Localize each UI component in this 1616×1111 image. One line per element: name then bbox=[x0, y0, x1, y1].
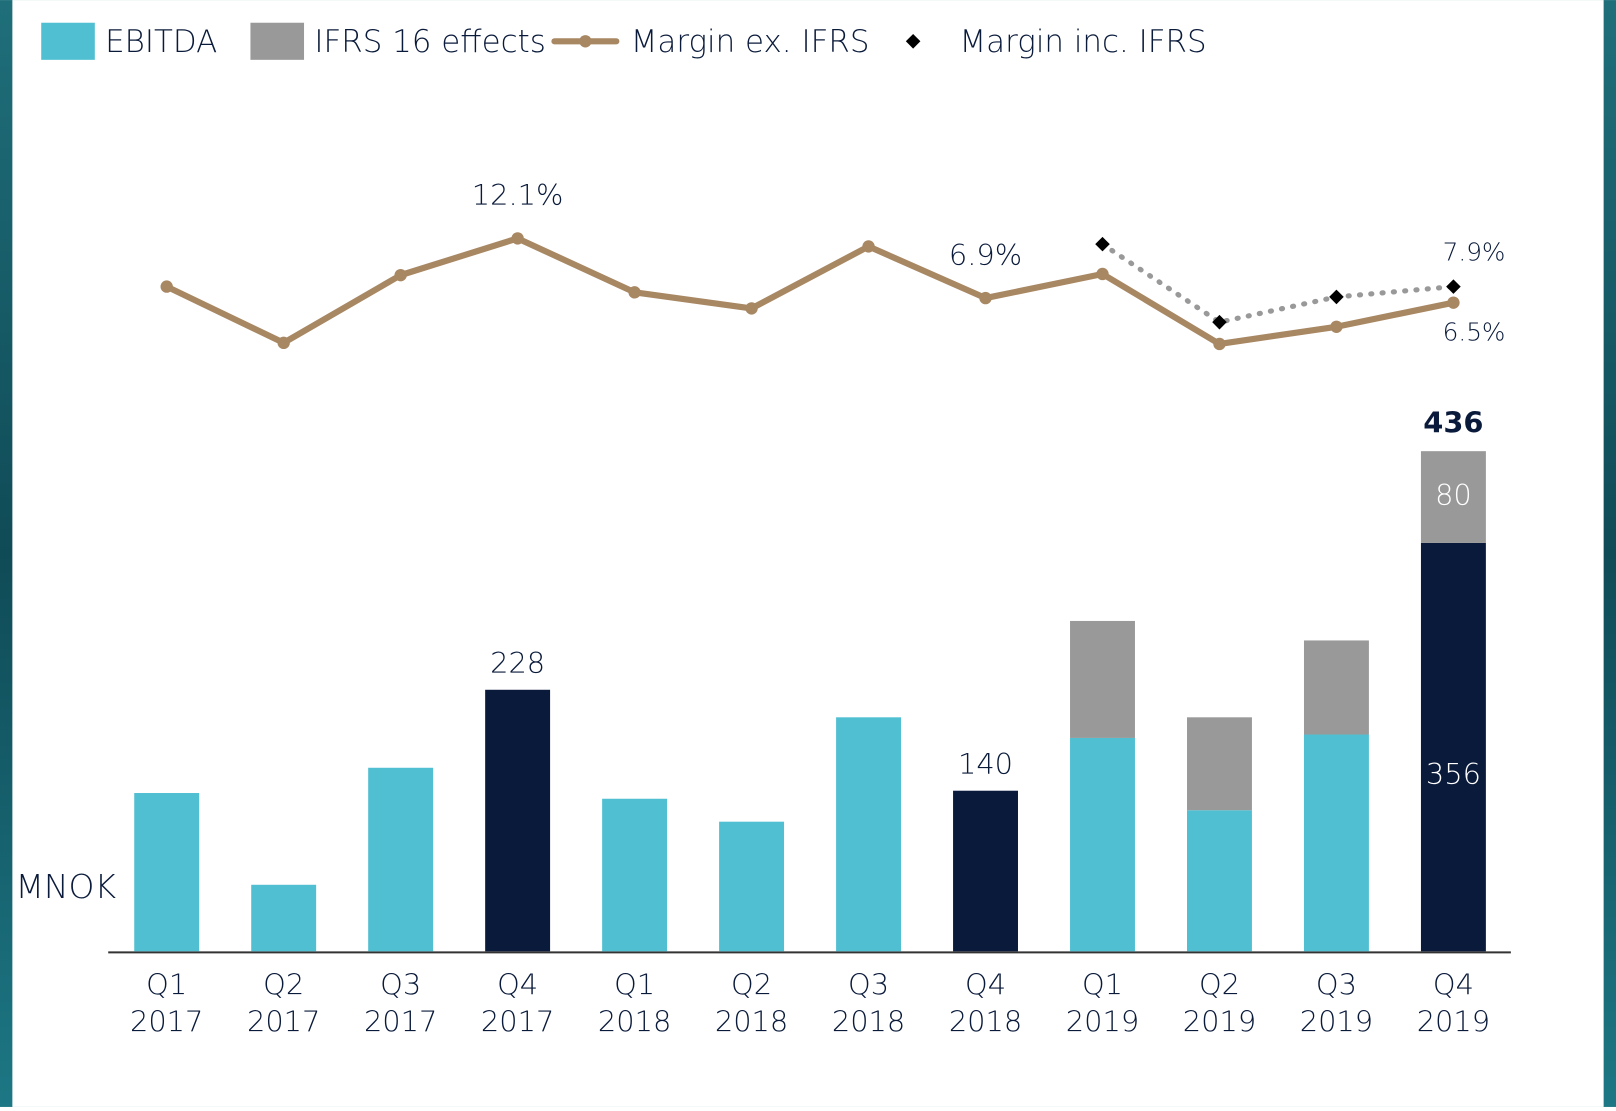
x-tick-label: 2017 bbox=[364, 1004, 437, 1038]
bar bbox=[251, 885, 316, 952]
x-tick-label: Q2 bbox=[731, 967, 772, 1001]
y-label: MNOK bbox=[15, 867, 116, 906]
marker bbox=[1096, 268, 1108, 280]
value-label: 6.9% bbox=[949, 238, 1022, 272]
value-label: 356 bbox=[1426, 757, 1481, 791]
bar bbox=[953, 791, 1018, 952]
bar bbox=[134, 793, 199, 951]
marker bbox=[1213, 338, 1225, 350]
value-label: 12.1% bbox=[472, 178, 564, 212]
bar bbox=[836, 717, 901, 951]
bar bbox=[368, 768, 433, 952]
x-tick-label: 2018 bbox=[949, 1004, 1022, 1038]
marker bbox=[277, 337, 289, 349]
legend-label: Margin inc. IFRS bbox=[960, 24, 1207, 60]
marker bbox=[1330, 321, 1342, 333]
x-tick-label: Q3 bbox=[1316, 967, 1357, 1001]
x-tick-label: Q4 bbox=[497, 967, 538, 1001]
marker bbox=[745, 302, 757, 314]
legend-label: Margin ex. IFRS bbox=[631, 24, 870, 60]
bar bbox=[719, 822, 784, 952]
marker bbox=[1447, 296, 1459, 308]
value-label: 80 bbox=[1435, 478, 1472, 512]
x-tick-label: Q4 bbox=[965, 967, 1006, 1001]
marker bbox=[862, 240, 874, 252]
legend-swatch bbox=[41, 23, 95, 60]
total-label: 436 bbox=[1423, 405, 1483, 439]
x-tick-label: 2017 bbox=[481, 1004, 554, 1038]
x-tick-label: Q1 bbox=[614, 967, 655, 1001]
x-tick-label: 2019 bbox=[1066, 1004, 1139, 1038]
bar bbox=[1187, 810, 1252, 951]
marker bbox=[979, 292, 991, 304]
marker bbox=[511, 232, 523, 244]
marker bbox=[394, 269, 406, 281]
bar bbox=[1187, 717, 1252, 810]
x-tick-label: Q3 bbox=[380, 967, 421, 1001]
x-tick-label: 2019 bbox=[1417, 1004, 1490, 1038]
value-label: 140 bbox=[958, 747, 1013, 781]
value-label: 6.5% bbox=[1443, 318, 1506, 347]
chart: MNOK EBITDA IFRS 16 effects Margin ex. IFR… bbox=[0, 0, 1616, 1107]
marker bbox=[161, 280, 173, 292]
bar bbox=[1304, 735, 1369, 952]
x-tick-label: 2018 bbox=[598, 1004, 671, 1038]
legend-label: EBITDA bbox=[105, 24, 217, 60]
x-tick-label: Q2 bbox=[263, 967, 304, 1001]
bar bbox=[1304, 640, 1369, 734]
x-tick-label: 2017 bbox=[247, 1004, 320, 1038]
marker bbox=[628, 286, 640, 298]
x-tick-label: Q1 bbox=[146, 967, 187, 1001]
x-tick-label: Q3 bbox=[848, 967, 889, 1001]
x-tick-label: Q4 bbox=[1433, 967, 1474, 1001]
legend-marker bbox=[579, 35, 591, 47]
x-tick-label: 2018 bbox=[832, 1004, 905, 1038]
x-tick-label: 2019 bbox=[1183, 1004, 1256, 1038]
x-tick-label: 2018 bbox=[715, 1004, 788, 1038]
legend-label: IFRS 16 effects bbox=[314, 24, 546, 60]
bar bbox=[1070, 621, 1135, 738]
x-tick-label: Q1 bbox=[1082, 967, 1123, 1001]
bar bbox=[1070, 738, 1135, 951]
value-label: 7.9% bbox=[1443, 238, 1506, 267]
x-tick-label: Q2 bbox=[1199, 967, 1240, 1001]
bar bbox=[485, 690, 550, 952]
bar bbox=[602, 799, 667, 952]
legend-swatch bbox=[250, 23, 304, 60]
x-tick-label: 2017 bbox=[130, 1004, 203, 1038]
bar bbox=[1421, 543, 1486, 951]
x-tick-label: 2019 bbox=[1300, 1004, 1373, 1038]
value-label: 228 bbox=[490, 646, 545, 680]
